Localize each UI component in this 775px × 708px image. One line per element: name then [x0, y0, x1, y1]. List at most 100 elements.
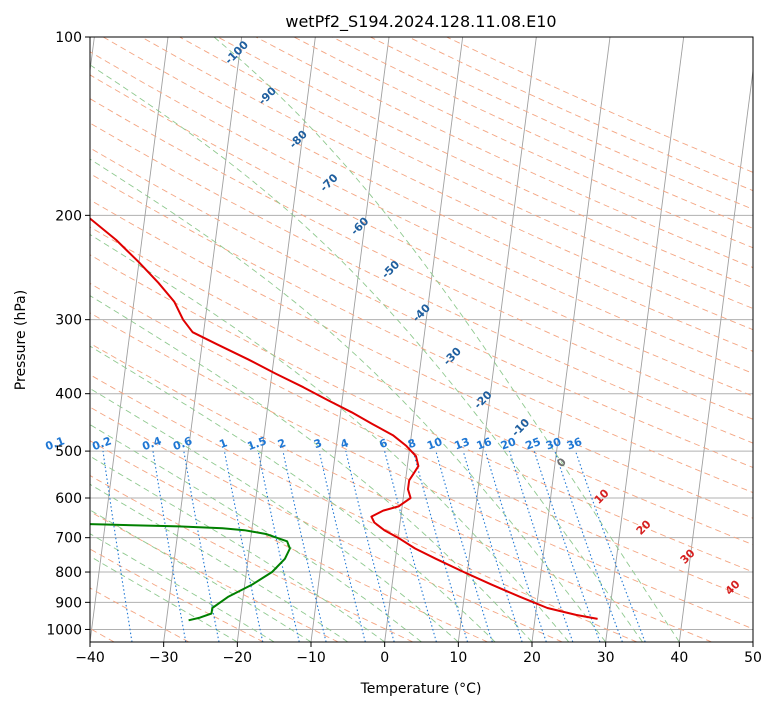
dry-adiabat [90, 98, 753, 420]
moist-adiabat [90, 387, 459, 642]
x-tick-label: 40 [670, 650, 688, 666]
dewpoint-line [90, 523, 291, 622]
mixing-ratio-line [435, 450, 493, 642]
moist-adiabat [90, 555, 238, 642]
isotherm-gridline [90, 37, 169, 642]
moist-adiabat [213, 37, 680, 642]
moist-adiabat [90, 64, 643, 642]
isotherm-gridline [236, 37, 316, 642]
moist-adiabat [90, 345, 496, 642]
mixing-ratio-label: 25 [524, 435, 543, 452]
dry-adiabat [90, 282, 753, 601]
mixing-ratio-label: 0.1 [44, 434, 67, 453]
mixing-ratio-label: 6 [378, 436, 390, 451]
y-tick-label: 200 [55, 208, 82, 224]
mixing-ratio-label: 0.6 [171, 434, 194, 453]
dry-adiabat [90, 440, 488, 642]
mixing-ratio-label: 4 [339, 436, 351, 451]
y-tick-label: 600 [55, 491, 82, 507]
mixing-ratio-line [509, 450, 574, 642]
dry-adiabat [90, 199, 753, 519]
x-tick-label: 20 [523, 650, 541, 666]
y-tick-label: 300 [55, 313, 82, 329]
mixing-ratio-line [257, 450, 300, 642]
isotherm-gridline [457, 37, 537, 642]
x-tick-label: −20 [223, 650, 253, 666]
mixing-ratio-label: 16 [475, 435, 494, 453]
plot-frame [89, 36, 754, 643]
mixing-ratio-label: 1.5 [246, 434, 269, 453]
mixing-ratio-line [345, 450, 395, 642]
moist-adiabat [90, 233, 570, 642]
x-tick-label: −30 [149, 650, 179, 666]
dry-adiabat [90, 254, 753, 573]
y-tick-label: 400 [55, 387, 82, 403]
y-tick-label: 100 [55, 30, 82, 46]
isotherm-gridline [531, 37, 611, 642]
temperature-line [90, 217, 598, 620]
plot-background [90, 37, 753, 642]
mixing-ratio-label: 30 [544, 435, 563, 453]
mixing-ratio-label: 36 [565, 435, 584, 453]
dry-adiabat [90, 374, 638, 642]
moist-adiabat [90, 295, 533, 642]
dry-adiabat [90, 51, 753, 374]
mixing-ratio-line [318, 450, 366, 642]
y-tick-label: 900 [55, 595, 82, 611]
mixing-ratio-line [282, 450, 327, 642]
x-tick-label: 10 [449, 650, 467, 666]
mixing-ratio-label: 8 [406, 436, 418, 451]
moist-adiabat [90, 509, 312, 642]
mixing-ratio-label: 2 [276, 436, 288, 451]
mixing-ratio-label: 1 [217, 436, 229, 451]
dry-adiabat [90, 511, 339, 642]
y-axis: 1000 900 800 700 600 500 400 300 200 100 [46, 30, 90, 638]
x-axis: −40 −30 −20 −10 0 10 20 30 40 50 [75, 642, 762, 666]
isotherm-gridline [752, 638, 753, 642]
mixing-ratio-line [574, 450, 646, 642]
x-tick-label: 50 [744, 650, 762, 666]
mixing-ratio-line [554, 450, 623, 642]
series-lines [90, 217, 598, 622]
dry-adiabat [217, 37, 753, 289]
mixing-ratio-label: 20 [499, 435, 518, 453]
y-tick-label: 700 [55, 531, 82, 547]
mixing-ratio-line [223, 450, 264, 642]
isotherm-gridline [678, 67, 753, 642]
dry-adiabat [90, 122, 753, 444]
mixing-ratio-label: 13 [453, 435, 472, 452]
mixing-ratio-line [484, 450, 547, 642]
dry-adiabat [90, 226, 753, 546]
moist-adiabat [90, 424, 422, 642]
mixing-ratio-line [462, 450, 523, 642]
x-tick-label: 30 [597, 650, 615, 666]
dry-adiabat [102, 37, 753, 352]
isotherm-gridline [605, 37, 685, 642]
y-tick-label: 1000 [46, 622, 82, 638]
isotherm-gridline [163, 37, 243, 642]
x-tick-label: 0 [380, 650, 389, 666]
dry-adiabat [90, 312, 753, 630]
chart-title: wetPf2_S194.2024.128.11.08.E10 [285, 12, 556, 32]
moist-adiabat [90, 455, 385, 642]
mixing-ratio-label: 10 [425, 435, 444, 453]
dry-adiabat [179, 37, 753, 309]
mixing-ratio-line [102, 451, 133, 642]
mixing-ratio-label: 0.2 [90, 434, 113, 453]
x-axis-label: Temperature (°C) [360, 681, 482, 697]
dry-adiabat [90, 548, 264, 642]
isotherm-gridline [384, 37, 464, 642]
x-tick-label: −40 [75, 650, 105, 666]
mixing-ratio-line [384, 450, 437, 642]
y-axis-label: Pressure (hPa) [13, 290, 29, 390]
moist-adiabat [90, 158, 607, 642]
y-tick-label: 500 [55, 444, 82, 460]
line-labels: 0.1 0.2 0.4 0.6 1 1.5 2 3 4 6 8 10 13 16 20 25 30 36-100-… [44, 38, 743, 598]
dry-adiabat [90, 342, 712, 642]
dry-adiabat [90, 406, 563, 642]
mixing-ratio-label: 3 [312, 436, 324, 451]
moist-adiabat [90, 533, 275, 642]
mixing-ratio-label: 0.4 [140, 434, 163, 453]
y-tick-label: 800 [55, 565, 82, 581]
